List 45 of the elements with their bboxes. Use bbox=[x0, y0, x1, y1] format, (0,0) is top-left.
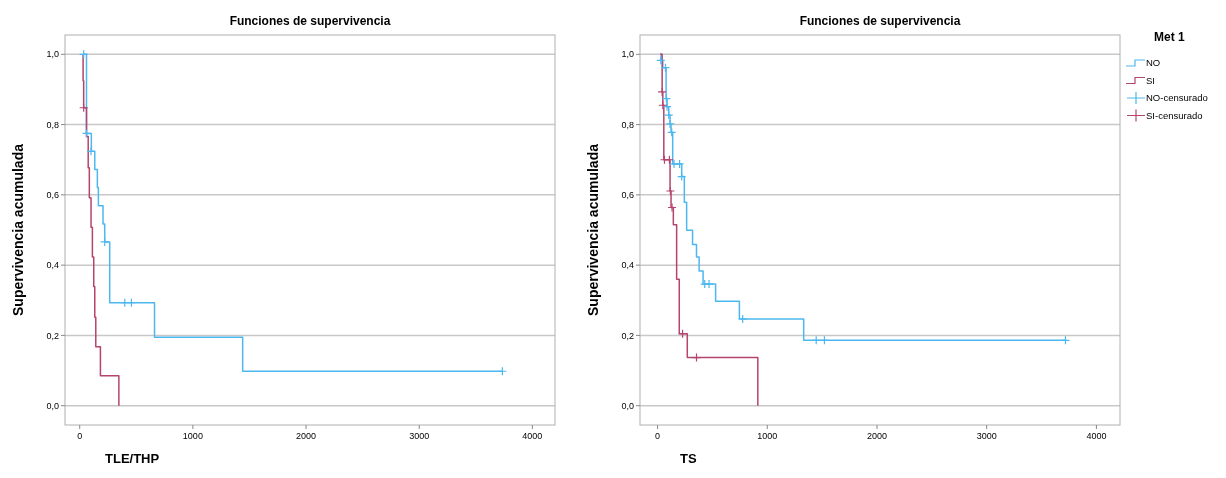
x-tick-label: 1000 bbox=[182, 431, 203, 441]
legend-label: NO-censurado bbox=[1146, 92, 1208, 104]
point bbox=[662, 102, 672, 112]
y-tick-label: 0,4 bbox=[621, 260, 634, 271]
point bbox=[665, 119, 675, 129]
y-tick-label: 1,0 bbox=[46, 49, 59, 60]
y-tick-label: 0,6 bbox=[621, 190, 634, 201]
point bbox=[657, 87, 667, 97]
x-tick-label: 4000 bbox=[1086, 431, 1107, 441]
point bbox=[738, 314, 748, 324]
point bbox=[100, 237, 110, 247]
legend-label: NO bbox=[1146, 57, 1161, 69]
point bbox=[704, 279, 714, 289]
chart-title: Funciones de supervivencia bbox=[229, 14, 391, 28]
x-tick-label: 4000 bbox=[522, 431, 543, 441]
legend-label: SI-censurado bbox=[1146, 109, 1203, 121]
point bbox=[86, 146, 96, 156]
legend-label: SI bbox=[1146, 74, 1155, 86]
x-axis-title: TS bbox=[680, 451, 697, 466]
x-tick-label: 1000 bbox=[757, 431, 778, 441]
chart-title: Funciones de supervivencia bbox=[799, 14, 961, 28]
y-tick-label: 0,8 bbox=[46, 119, 59, 130]
y-tick-label: 0,2 bbox=[621, 330, 634, 341]
y-tick-label: 0,0 bbox=[46, 400, 59, 411]
x-tick-label: 0 bbox=[655, 431, 661, 441]
y-tick-label: 0,2 bbox=[46, 330, 59, 341]
y-axis-title: Supervivencia acumulada bbox=[10, 143, 26, 316]
x-tick-label: 3000 bbox=[409, 431, 430, 441]
x-tick-label: 0 bbox=[77, 431, 83, 441]
x-tick-label: 2000 bbox=[296, 431, 317, 441]
point bbox=[664, 110, 674, 120]
point bbox=[669, 159, 679, 169]
y-tick-label: 0,8 bbox=[621, 119, 634, 130]
y-tick-label: 0,6 bbox=[46, 190, 59, 201]
y-tick-label: 0,0 bbox=[621, 400, 634, 411]
point bbox=[667, 202, 677, 213]
legend-title: Met 1 bbox=[1154, 30, 1185, 44]
y-tick-label: 1,0 bbox=[621, 49, 634, 60]
point bbox=[675, 159, 685, 169]
x-axis-title: TLE/THP bbox=[105, 451, 160, 466]
y-axis-title: Supervivencia acumulada bbox=[585, 143, 601, 316]
x-tick-label: 3000 bbox=[976, 431, 997, 441]
point bbox=[665, 186, 675, 196]
x-tick-label: 2000 bbox=[866, 431, 887, 441]
y-tick-label: 0,4 bbox=[46, 260, 59, 271]
